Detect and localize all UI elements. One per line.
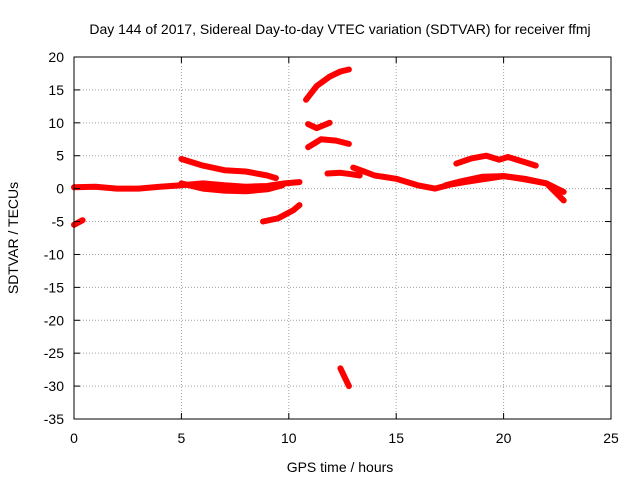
plot-frame <box>73 56 612 420</box>
y-tick-label: 10 <box>48 115 64 131</box>
y-axis-label: SDTVAR / TECUs <box>5 182 21 294</box>
x-tick-label: 0 <box>70 430 78 446</box>
y-tick-label: -10 <box>44 246 64 262</box>
y-tick-label: -5 <box>52 214 65 230</box>
series-arc-9 <box>324 169 363 179</box>
series-arc-13 <box>453 152 539 169</box>
x-tick-label: 15 <box>388 430 404 446</box>
series-arc-7 <box>305 119 333 132</box>
series-arc-8 <box>305 136 352 151</box>
y-tick-label: -20 <box>44 312 64 328</box>
y-tick-label: -15 <box>44 279 64 295</box>
x-tick-label: 10 <box>281 430 297 446</box>
y-tick-label: -35 <box>44 411 64 427</box>
y-tick-label: -25 <box>44 345 64 361</box>
y-tick-label: 20 <box>48 49 64 65</box>
x-axis-label: GPS time / hours <box>287 459 394 475</box>
series-arc-1 <box>71 217 86 228</box>
series-arc-10 <box>337 365 352 390</box>
y-tick-label: 15 <box>48 82 64 98</box>
series-arc-6 <box>303 66 352 103</box>
series-arc-12 <box>442 173 567 204</box>
data-series <box>71 66 567 390</box>
y-tick-label: -30 <box>44 378 64 394</box>
series-arc-3 <box>178 180 286 195</box>
y-tick-label: 5 <box>56 148 64 164</box>
x-tick-label: 25 <box>603 430 619 446</box>
axis-ticks: 0 5 10 15 20 25 20 15 10 5 0 -5 -10 -15 -20 -25 -30 -35 <box>44 49 619 446</box>
grid <box>74 57 611 419</box>
series-arc-4 <box>178 156 279 182</box>
series-arc-5 <box>260 202 303 225</box>
chart-title: Day 144 of 2017, Sidereal Day-to-day VTE… <box>89 21 590 37</box>
x-tick-label: 5 <box>178 430 186 446</box>
x-tick-label: 20 <box>496 430 512 446</box>
y-tick-label: 0 <box>56 181 64 197</box>
